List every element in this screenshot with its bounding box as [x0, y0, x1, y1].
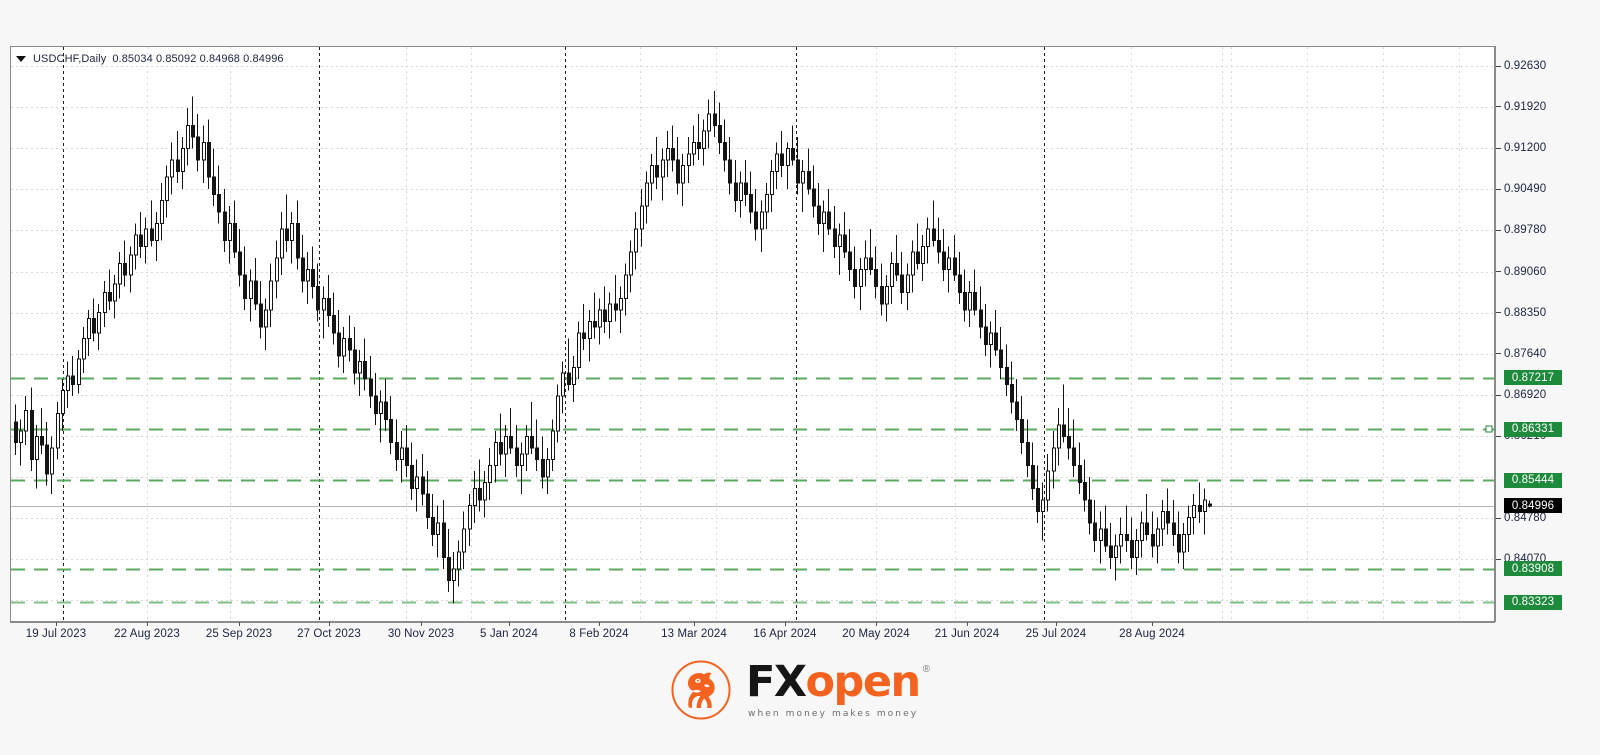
price-tick: 0.89780: [1496, 224, 1546, 237]
time-tick-mark: [56, 622, 57, 626]
symbol-label: USDCHF,Daily: [33, 53, 107, 65]
price-tick: 0.84780: [1496, 512, 1546, 525]
time-tick-mark: [421, 622, 422, 626]
time-axis-label: 25 Jul 2024: [1025, 628, 1087, 640]
caret-down-icon[interactable]: [16, 56, 26, 62]
time-tick-mark: [785, 622, 786, 626]
price-tick-label: 0.92630: [1504, 60, 1547, 73]
price-tick: 0.87640: [1496, 347, 1546, 360]
price-tick-label: 0.89060: [1504, 265, 1547, 278]
time-tick-mark: [1056, 622, 1057, 626]
time-axis-label: 8 Feb 2024: [569, 628, 629, 640]
price-tick: 0.89060: [1496, 265, 1546, 278]
price-tick-label: 0.89780: [1504, 224, 1547, 237]
time-tick-mark: [329, 622, 330, 626]
time-axis-label: 27 Oct 2023: [297, 628, 361, 640]
tick-mark: [1496, 353, 1501, 355]
level-lines: [11, 377, 1494, 604]
level-price-label[interactable]: 0.83908: [1504, 561, 1562, 577]
level-price-label[interactable]: 0.83323: [1504, 594, 1562, 610]
tick-mark: [1496, 435, 1501, 437]
price-tick: 0.91920: [1496, 100, 1546, 113]
ohlc-values: 0.85034 0.85092 0.84968 0.84996: [112, 53, 284, 65]
price-tick-label: 0.90490: [1504, 183, 1547, 196]
time-tick-mark: [1152, 622, 1153, 626]
registered-trademark-icon: ®: [922, 664, 930, 675]
time-axis-label: 16 Apr 2024: [753, 628, 817, 640]
time-axis-label: 13 Mar 2024: [661, 628, 727, 640]
time-tick-mark: [876, 622, 877, 626]
price-tick: 0.92630: [1496, 60, 1546, 73]
time-tick-mark: [694, 622, 695, 626]
price-axis-spine: [1495, 46, 1496, 622]
current-price-label[interactable]: 0.84996: [1504, 498, 1562, 514]
time-axis-label: 5 Jan 2024: [480, 628, 538, 640]
tick-mark: [1496, 106, 1501, 108]
time-tick-mark: [147, 622, 148, 626]
tick-mark: [1496, 517, 1501, 519]
time-tick-mark: [509, 622, 510, 626]
time-axis-label: 25 Sep 2023: [205, 628, 273, 640]
tick-mark: [1496, 312, 1501, 314]
price-tick: 0.86920: [1496, 389, 1546, 402]
price-tick: 0.90490: [1496, 183, 1546, 196]
time-tick-mark: [599, 622, 600, 626]
price-tick-label: 0.88350: [1504, 306, 1547, 319]
time-axis-baseline: [10, 622, 1495, 623]
price-tick-label: 0.86920: [1504, 389, 1547, 402]
symbol-header: USDCHF,Daily 0.85034 0.85092 0.84968 0.8…: [16, 52, 284, 66]
vertical-gridlines: [62, 47, 1460, 621]
price-axis[interactable]: 0.92630 0.91920 0.91200 0.90490 0.89780 0.890…: [1496, 46, 1600, 622]
level-price-label[interactable]: 0.86331: [1504, 421, 1562, 437]
time-axis-label: 30 Nov 2023: [387, 628, 455, 640]
level-anchor-handle: [1485, 425, 1493, 433]
price-tick-label: 0.87640: [1504, 347, 1547, 360]
fxopen-logo: FX open ® when money makes money: [0, 655, 1600, 725]
level-price-label[interactable]: 0.87217: [1504, 370, 1562, 386]
price-tick: 0.88350: [1496, 306, 1546, 319]
time-axis-label: 19 Jul 2023: [25, 628, 87, 640]
tick-mark: [1496, 147, 1501, 149]
tick-mark: [1496, 188, 1501, 190]
price-tick: 0.91200: [1496, 142, 1546, 155]
price-tick-label: 0.84780: [1504, 512, 1547, 525]
time-axis-label: 21 Jun 2024: [934, 628, 1000, 640]
time-axis-label: 20 May 2024: [842, 628, 910, 640]
tick-mark: [1496, 558, 1501, 560]
tick-mark: [1496, 271, 1501, 273]
logo-tagline: when money makes money: [747, 709, 919, 719]
time-tick-mark: [967, 622, 968, 626]
logo-text-fx: FX: [745, 657, 807, 707]
price-tick-label: 0.91920: [1504, 100, 1547, 113]
tick-mark: [1496, 65, 1501, 67]
price-tick-label: 0.91200: [1504, 142, 1547, 155]
chart-frame[interactable]: [10, 46, 1495, 622]
fxopen-bull-emblem-icon: [671, 660, 731, 720]
time-axis[interactable]: 19 Jul 2023 22 Aug 2023 25 Sep 2023 27 Oct …: [10, 622, 1495, 644]
horizontal-gridlines: [11, 66, 1494, 601]
fxopen-wordmark: FX open ® when money makes money: [745, 657, 930, 720]
time-axis-label: 22 Aug 2023: [114, 628, 180, 640]
time-tick-mark: [239, 622, 240, 626]
time-axis-label: 28 Aug 2024: [1119, 628, 1185, 640]
candlesticks: [14, 90, 1212, 604]
tick-mark: [1496, 229, 1501, 231]
tick-mark: [1496, 394, 1501, 396]
logo-text-open: open: [805, 657, 922, 707]
candlestick-plot-area[interactable]: [11, 47, 1494, 621]
level-price-label[interactable]: 0.85444: [1504, 472, 1562, 488]
